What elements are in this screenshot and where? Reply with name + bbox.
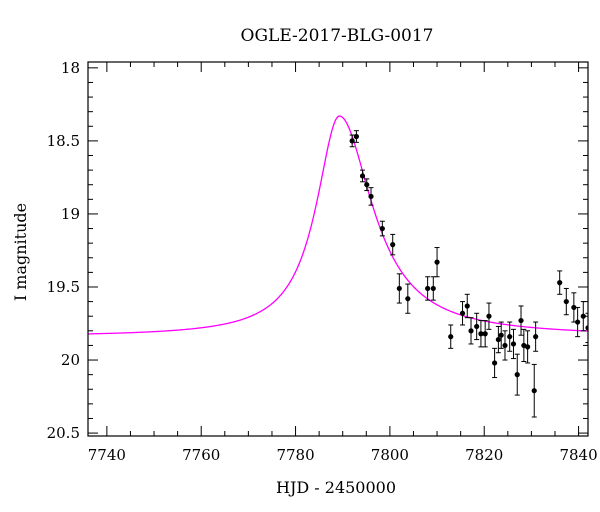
- data-point: [359, 173, 366, 179]
- y-tick-label: 18.5: [47, 132, 80, 150]
- y-tick-label: 20: [61, 351, 80, 369]
- data-point: [502, 342, 508, 349]
- y-tick-label: 19.5: [47, 278, 80, 296]
- x-tick-label: 7780: [276, 446, 314, 464]
- data-point: [575, 319, 581, 325]
- model-curve: [88, 115, 588, 335]
- plot-area: 7740 7760 7780 7800 7820 7840 18 18.5 19 19.5 20 20…: [47, 59, 598, 464]
- data-point: [448, 334, 454, 340]
- y-tick-label: 18: [61, 59, 80, 77]
- data-point: [533, 334, 539, 340]
- x-axis-label: HJD - 2450000: [276, 478, 396, 497]
- data-point: [514, 372, 520, 378]
- data-point: [557, 280, 563, 286]
- data-point: [368, 193, 374, 200]
- data-point: [571, 304, 577, 311]
- data-point: [492, 360, 498, 366]
- y-tick-label: 20.5: [47, 424, 80, 442]
- data-layer: [88, 115, 588, 418]
- data-point: [486, 313, 492, 319]
- x-tick-label: 7740: [88, 446, 126, 464]
- data-point: [498, 332, 504, 338]
- plot-frame: [87, 61, 589, 437]
- data-point: [390, 242, 396, 248]
- x-tick-label: 7760: [182, 446, 220, 464]
- data-point: [379, 225, 385, 232]
- data-point: [525, 344, 531, 350]
- data-point: [396, 285, 402, 292]
- data-point: [349, 138, 355, 144]
- data-point: [459, 310, 466, 316]
- x-tick-label: 7840: [559, 446, 597, 464]
- data-point: [495, 336, 501, 343]
- data-point: [518, 317, 524, 324]
- data-point: [353, 133, 359, 140]
- data-point: [364, 182, 370, 188]
- chart-title: OGLE-2017-BLG-0017: [241, 26, 434, 46]
- y-axis-label: I magnitude: [11, 203, 30, 301]
- data-point: [580, 313, 586, 319]
- data-point: [478, 331, 484, 337]
- data-point: [464, 303, 470, 309]
- data-point: [430, 285, 436, 292]
- x-tick-label: 7820: [465, 446, 503, 464]
- data-point: [468, 328, 474, 334]
- data-point: [425, 285, 431, 292]
- x-tick-label: 7800: [371, 446, 409, 464]
- data-point: [474, 323, 480, 330]
- data-point: [510, 341, 517, 347]
- data-point: [585, 325, 588, 331]
- data-point: [531, 388, 537, 394]
- data-point: [482, 331, 488, 337]
- data-point: [563, 298, 569, 305]
- data-point: [434, 259, 440, 265]
- y-tick-label: 19: [61, 205, 80, 223]
- data-point: [405, 296, 411, 302]
- data-point: [507, 334, 513, 340]
